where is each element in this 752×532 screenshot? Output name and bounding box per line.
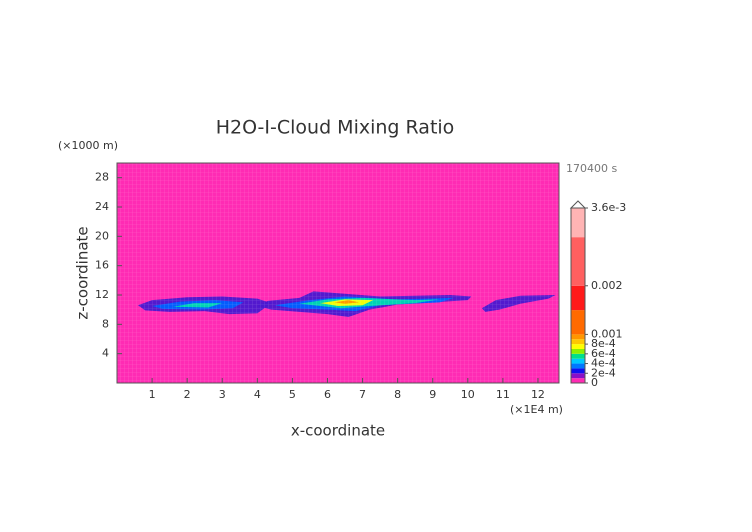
y-tick-label: 24 [95,200,109,213]
colorbar-tick-label: 0 [591,376,598,389]
colorbar-band [571,363,585,369]
y-unit: (×1000 m) [58,139,118,152]
colorbar-band [571,348,585,354]
y-tick-label: 20 [95,229,109,242]
y-tick-label: 16 [95,259,109,272]
colorbar-band [571,368,585,374]
x-unit: (×1E4 m) [510,403,563,416]
time-label: 170400 s [566,162,617,175]
y-tick-label: 8 [102,317,109,330]
colorbar-band [571,373,585,379]
colorbar-extension [569,200,587,209]
colorbar-band [571,344,585,349]
colorbar-tick-label: 0.001 [591,327,623,340]
colorbar-tick-label: 0.002 [591,279,623,292]
colorbar-band [571,310,585,335]
x-tick-label: 8 [394,388,401,401]
x-tick-label: 9 [429,388,436,401]
y-tick-label: 12 [95,288,109,301]
plot-frame [116,162,560,384]
colorbar-tick-label: 2e-4 [591,366,616,379]
x-tick-label: 5 [289,388,296,401]
x-tick-label: 2 [184,388,191,401]
x-tick-label: 3 [219,388,226,401]
colorbar-band [571,285,585,311]
colorbar-tick-label: 8e-4 [591,337,616,350]
colorbar-band [571,378,585,383]
colorbar-tick-label: 3.6e-3 [591,201,626,214]
x-tick-label: 12 [531,388,545,401]
x-axis-label: x-coordinate [291,422,385,440]
colorbar-band [571,339,585,345]
chart-title: H2O-I-Cloud Mixing Ratio [216,117,455,139]
x-tick-label: 4 [254,388,261,401]
y-tick-label: 28 [95,171,109,184]
x-tick-label: 1 [149,388,156,401]
grid-mesh [117,163,559,383]
x-tick-label: 11 [496,388,510,401]
colorbar-band [571,334,585,340]
colorbar-band [571,358,585,364]
y-tick-label: 4 [102,347,109,360]
x-tick-label: 6 [324,388,331,401]
colorbar-frame [570,207,586,384]
x-tick-label: 10 [461,388,475,401]
colorbar-band [571,353,585,359]
colorbar-tick-label: 6e-4 [591,347,616,360]
colorbar-tick-label: 4e-4 [591,357,616,370]
colorbar-band [571,208,585,238]
y-axis-label: z-coordinate [74,226,92,319]
x-tick-label: 7 [359,388,366,401]
colorbar-band [571,237,585,286]
